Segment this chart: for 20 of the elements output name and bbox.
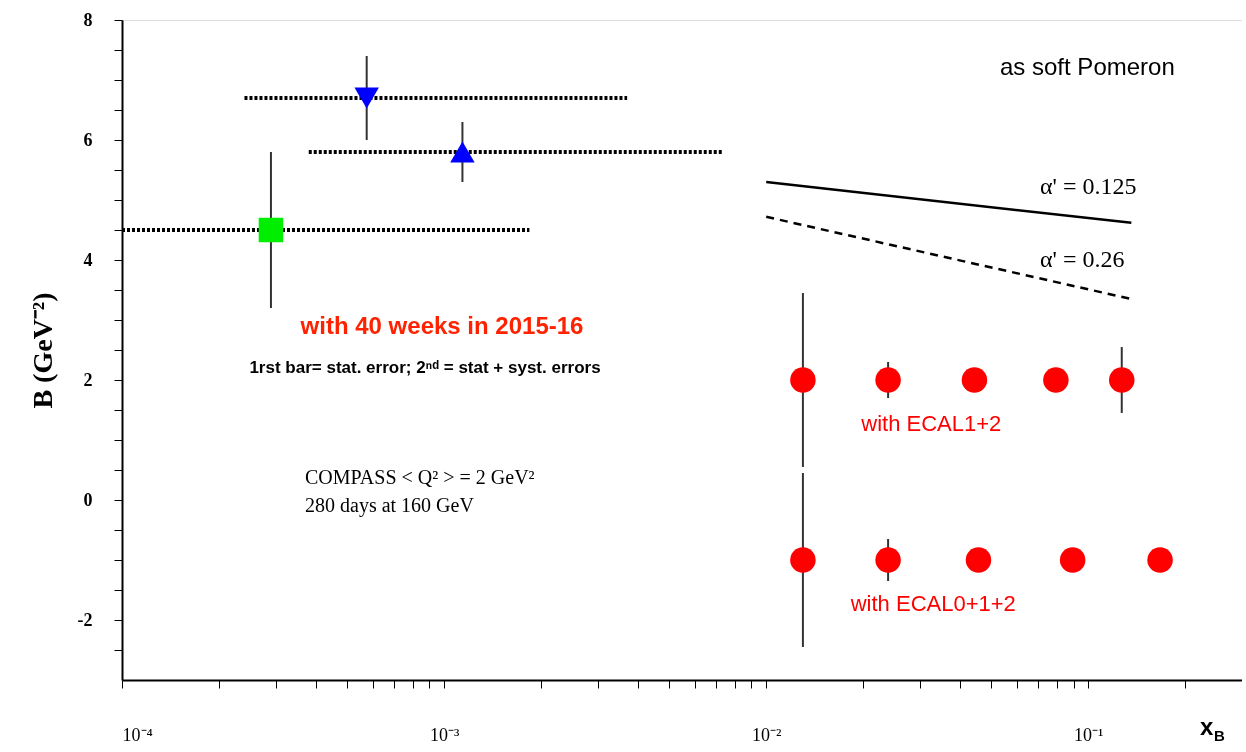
y-tick-label: 8 (83, 9, 93, 30)
y-tick-label: 4 (83, 249, 93, 270)
annotation: COMPASS < Q² > = 2 GeV² (305, 466, 535, 488)
y-tick-label: 2 (83, 369, 93, 390)
annotation: α' = 0.26 (1040, 246, 1125, 272)
annotation: with 40 weeks in 2015-16 (299, 312, 584, 339)
series-label: with ECAL0+1+2 (849, 591, 1016, 616)
x-tick-label: 10⁻² (752, 724, 782, 745)
y-tick-label: -2 (77, 609, 93, 630)
x-tick-label: 10⁻³ (429, 724, 460, 745)
annotation: as soft Pomeron (1000, 53, 1175, 80)
y-tick-label: 6 (83, 129, 93, 150)
annotation: α' = 0.125 (1040, 173, 1137, 199)
x-tick-label: 10⁻⁴ (122, 724, 153, 745)
y-tick-label: 0 (83, 489, 93, 510)
series-label: with ECAL1+2 (860, 411, 1002, 436)
annotation: 1rst bar= stat. error; 2ⁿᵈ = stat + syst. errors (249, 358, 601, 377)
x-tick-label: 10⁻¹ (1074, 724, 1104, 745)
annotation: 280 days at 160 GeV (305, 494, 475, 517)
y-axis-title: B (GeV⁻²) (26, 292, 58, 409)
